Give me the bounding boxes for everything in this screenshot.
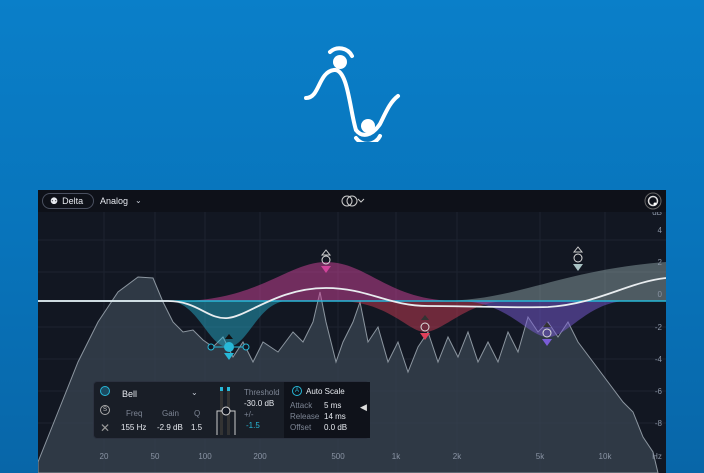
gain-label: Gain	[162, 409, 179, 418]
range-value[interactable]: -1.5	[246, 421, 260, 430]
attack-value[interactable]: 5 ms	[324, 401, 342, 410]
eq-plugin-window: dB 4 2 0 -2 -4 -6 -8 20 50 100 200 500 1…	[38, 190, 666, 473]
freq-tick: 500	[331, 452, 345, 461]
offset-label: Offset	[290, 423, 312, 432]
band-1-fill	[168, 301, 288, 347]
band-2-handle[interactable]	[320, 249, 332, 273]
auto-scale-toggle[interactable]: Auto Scale	[306, 387, 345, 396]
band-1-handle[interactable]	[207, 334, 250, 360]
freq-value[interactable]: 155 Hz	[121, 423, 147, 432]
stereo-link-icon[interactable]	[341, 195, 365, 207]
freq-tick: 100	[198, 452, 212, 461]
threshold-value[interactable]: -30.0 dB	[244, 399, 275, 408]
delta-label: Delta	[62, 196, 84, 206]
freq-label: Freq	[126, 409, 143, 418]
freq-tick: 10k	[598, 452, 612, 461]
threshold-meter[interactable]	[214, 385, 240, 437]
power-dial-icon[interactable]	[644, 192, 662, 210]
band-enable-toggle[interactable]	[100, 386, 110, 396]
mode-dropdown[interactable]: Analog	[100, 196, 129, 206]
band-2-fill	[178, 262, 458, 301]
db-tick: -4	[654, 355, 662, 364]
db-tick: -6	[654, 387, 662, 396]
offset-value[interactable]: 0.0 dB	[324, 423, 348, 432]
freq-unit: Hz	[652, 452, 662, 461]
freq-tick: 2k	[452, 452, 462, 461]
collapse-arrow-icon[interactable]: ◀	[360, 402, 367, 412]
threshold-label: Threshold	[244, 388, 280, 397]
db-tick: 4	[657, 226, 662, 235]
db-tick: -8	[654, 419, 662, 428]
solo-icon[interactable]: S	[100, 405, 110, 415]
attack-label: Attack	[290, 401, 313, 410]
band-settings-panel: S ✕ Bell ⌄ Freq 155 Hz Gain -2.9 dB Q 1.…	[93, 381, 370, 439]
release-label: Release	[290, 412, 320, 421]
db-tick: -2	[654, 323, 662, 332]
close-icon[interactable]: ✕	[100, 421, 111, 435]
delta-button[interactable]: ⚉ Delta	[42, 193, 94, 209]
band-3-fill	[338, 301, 508, 332]
band-4-handle[interactable]	[542, 322, 552, 346]
eq-curve	[38, 277, 666, 319]
band-5-handle[interactable]	[572, 246, 584, 271]
top-toolbar: ⚉ Delta Analog ⌄	[38, 190, 666, 212]
app-logo-icon	[304, 46, 400, 142]
auto-scale-icon[interactable]: A	[292, 386, 302, 396]
chevron-down-icon[interactable]: ⌄	[191, 388, 198, 397]
dynamics-panel: A Auto Scale Attack 5 ms Release 14 ms O…	[284, 382, 370, 438]
freq-tick: 1k	[391, 452, 401, 461]
db-tick: 0	[657, 290, 662, 299]
band-4-fill	[458, 301, 628, 337]
freq-tick: 20	[99, 452, 109, 461]
freq-tick: 5k	[535, 452, 545, 461]
db-axis-unit: dB	[652, 208, 662, 217]
ear-icon: ⚉	[50, 195, 59, 206]
freq-tick: 50	[150, 452, 160, 461]
db-tick: 2	[657, 258, 662, 267]
chevron-down-icon[interactable]: ⌄	[135, 196, 142, 205]
band-5-fill	[438, 262, 666, 301]
shape-dropdown[interactable]: Bell	[122, 389, 138, 399]
freq-tick: 200	[253, 452, 267, 461]
q-label: Q	[194, 409, 201, 418]
range-label: +/-	[244, 410, 254, 419]
gain-value[interactable]: -2.9 dB	[157, 423, 183, 432]
release-value[interactable]: 14 ms	[324, 412, 346, 421]
band-3-handle[interactable]	[420, 315, 430, 340]
q-value[interactable]: 1.5	[191, 423, 203, 432]
